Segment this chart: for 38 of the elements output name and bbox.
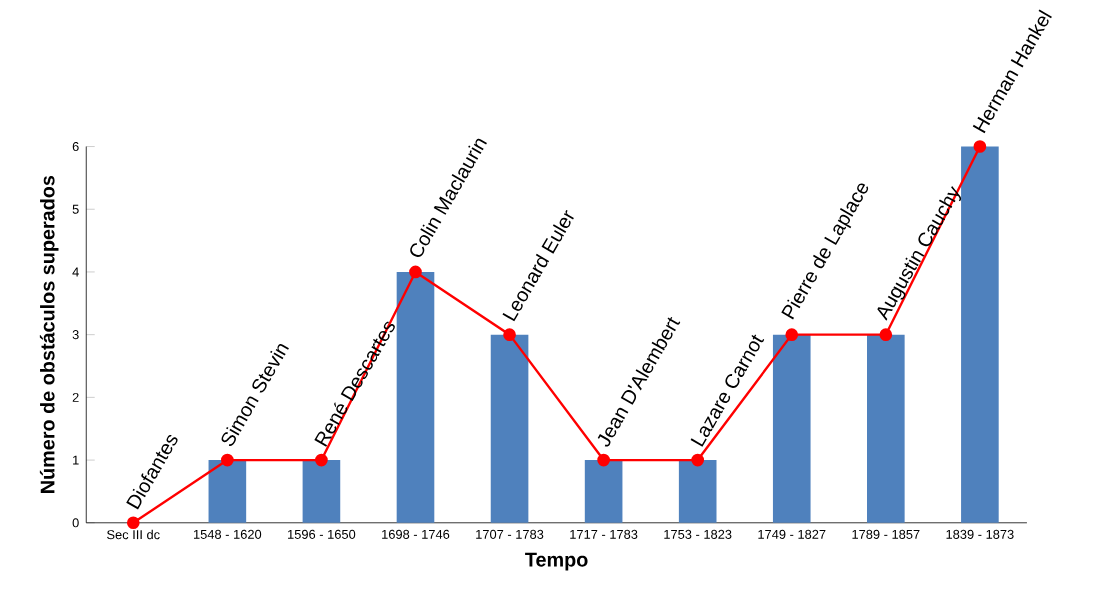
bar	[961, 146, 999, 523]
y-tick-label: 4	[72, 267, 79, 277]
y-axis-title: Número de obstáculos superados	[39, 175, 59, 493]
x-tick-label: 1753 - 1823	[664, 529, 732, 539]
x-tick-label: 1839 - 1873	[946, 529, 1014, 539]
y-tick-label: 6	[72, 141, 79, 152]
bar	[302, 460, 341, 523]
bar	[772, 334, 811, 523]
y-tick-label: 5	[72, 204, 79, 214]
x-tick-label: 1789 - 1857	[852, 529, 920, 539]
point	[691, 453, 705, 467]
point	[879, 328, 893, 341]
y-tick-label: 0	[72, 518, 79, 528]
point	[126, 516, 140, 530]
bar	[208, 460, 247, 523]
y-tick-label: 3	[72, 330, 79, 340]
bar	[867, 334, 905, 523]
x-tick-label: Sec III dc	[107, 529, 160, 540]
x-tick-label: 1717 - 1783	[570, 529, 638, 539]
x-tick-label: 1749 - 1827	[758, 529, 826, 539]
point	[409, 265, 422, 279]
x-tick-label: 1548 - 1620	[194, 529, 262, 539]
x-tick-label: 1596 - 1650	[288, 529, 356, 539]
bar	[490, 334, 529, 523]
point	[315, 453, 328, 467]
x-tick-label: 1698 - 1746	[382, 529, 450, 539]
point	[973, 140, 987, 153]
bar	[584, 460, 623, 523]
x-axis-title: Tempo	[525, 552, 588, 571]
point	[785, 328, 799, 341]
x-tick-label: 1707 - 1783	[476, 529, 544, 539]
point	[597, 453, 610, 467]
point	[221, 453, 234, 467]
bar	[678, 460, 717, 523]
y-tick-label: 1	[73, 455, 79, 465]
bar	[396, 271, 435, 523]
y-tick-label: 2	[72, 392, 79, 402]
point	[503, 328, 516, 341]
